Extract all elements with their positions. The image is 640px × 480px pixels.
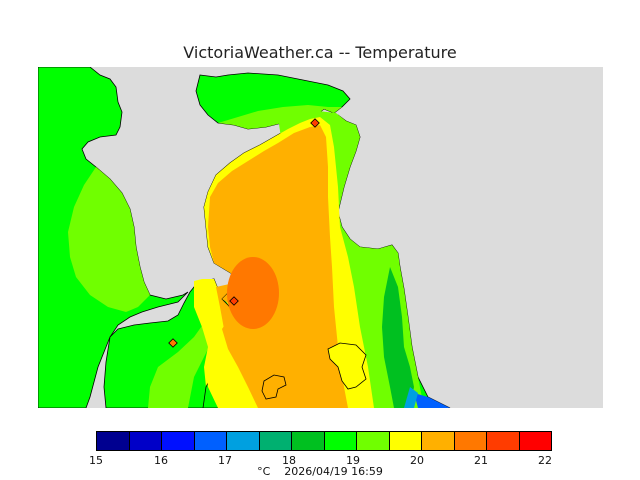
legend-tick-15: 15: [89, 454, 103, 467]
legend-swatch: [96, 431, 130, 451]
small-island: [261, 374, 287, 400]
legend-tick-20: 20: [410, 454, 424, 467]
legend-swatch: [518, 431, 552, 451]
south-east-coast-cyan: [404, 387, 418, 408]
legend-tick-18: 18: [282, 454, 296, 467]
temperature-map: [38, 67, 603, 408]
south-east-coast-cool: [382, 267, 414, 408]
legend-swatch: [453, 431, 487, 451]
map-title: VictoriaWeather.ca -- Temperature: [183, 43, 457, 62]
legend-tick-16: 16: [154, 454, 168, 467]
legend-swatch: [388, 431, 422, 451]
legend-tick-19: 19: [346, 454, 360, 467]
south-east-coast-cold: [414, 393, 450, 408]
legend-swatch: [258, 431, 292, 451]
legend-tick-21: 21: [474, 454, 488, 467]
legend-swatch: [226, 431, 260, 451]
warm-spot-dark-orange: [227, 257, 279, 329]
legend-swatch: [421, 431, 455, 451]
color-legend: [96, 431, 552, 451]
legend-swatch: [356, 431, 390, 451]
unit-label: °C: [257, 465, 271, 478]
station-marker-west[interactable]: [168, 338, 178, 348]
lake-outline: [327, 342, 367, 390]
legend-swatch: [193, 431, 227, 451]
legend-tick-17: 17: [218, 454, 232, 467]
station-marker-central[interactable]: [229, 296, 239, 306]
timestamp: 2026/04/19 16:59: [284, 465, 383, 478]
legend-swatch: [323, 431, 357, 451]
legend-swatch: [128, 431, 162, 451]
land-main-orange: [208, 125, 348, 408]
legend-swatch: [291, 431, 325, 451]
legend-tick-22: 22: [538, 454, 552, 467]
legend-swatch: [486, 431, 520, 451]
land-west-warm: [68, 167, 150, 312]
station-marker-north[interactable]: [310, 118, 320, 128]
map-footer: °C 2026/04/19 16:59: [0, 465, 640, 478]
legend-swatch: [161, 431, 195, 451]
